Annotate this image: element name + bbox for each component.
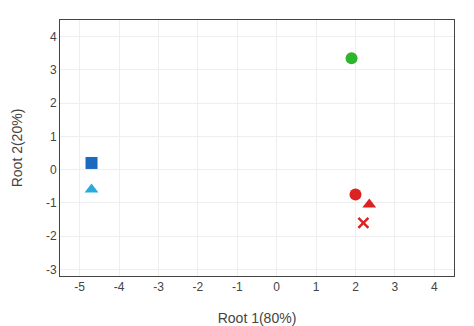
svg-text:3: 3 [392,280,399,294]
svg-text:-3: -3 [46,263,57,277]
svg-text:2: 2 [50,96,57,110]
svg-text:0: 0 [273,280,280,294]
svg-text:-5: -5 [74,280,85,294]
svg-text:1: 1 [50,130,57,144]
svg-text:-3: -3 [153,280,164,294]
svg-text:3: 3 [50,63,57,77]
svg-text:-2: -2 [193,280,204,294]
svg-text:-1: -1 [232,280,243,294]
svg-text:Root 2(20%): Root 2(20%) [9,109,25,188]
svg-text:Root 1(80%): Root 1(80%) [218,310,297,326]
svg-text:-4: -4 [114,280,125,294]
svg-text:0: 0 [50,163,57,177]
svg-text:4: 4 [50,30,57,44]
svg-text:-2: -2 [46,229,57,243]
svg-text:2: 2 [352,280,359,294]
svg-text:4: 4 [431,280,438,294]
svg-text:1: 1 [313,280,320,294]
svg-text:-1: -1 [46,196,57,210]
